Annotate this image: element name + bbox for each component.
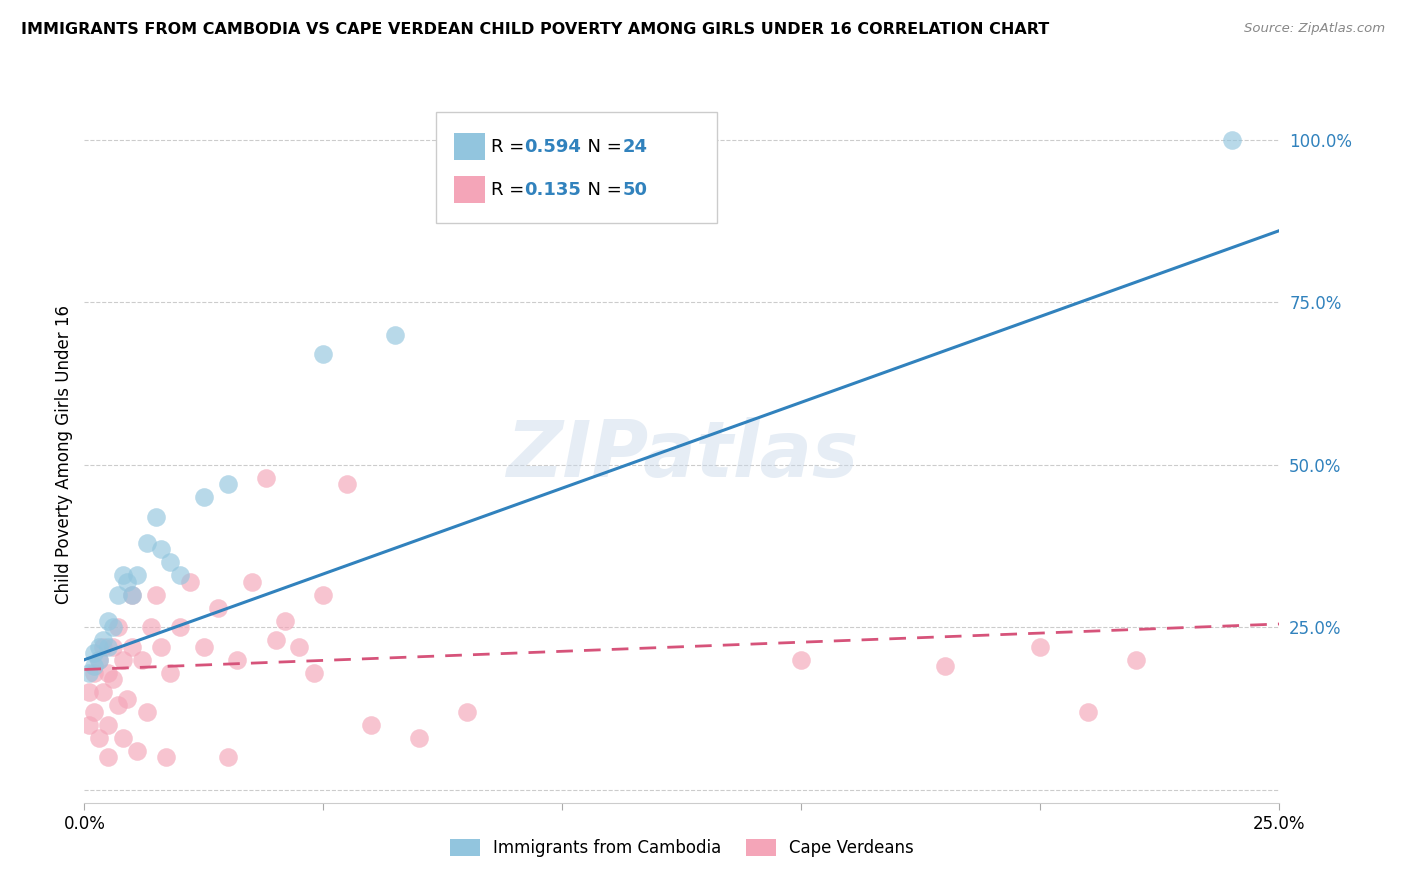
Point (240, 574, 263, 589)
Point (934, 659, 956, 673)
Point (77, 685, 100, 699)
Point (790, 653, 813, 667)
Point (83, 659, 105, 673)
Point (1029, 640, 1052, 654)
Point (125, 744, 148, 758)
Point (145, 588, 167, 602)
Point (288, 640, 311, 654)
Point (155, 750, 177, 764)
Point (149, 640, 172, 654)
Point (1077, 705, 1099, 719)
Point (159, 665, 181, 680)
Point (93, 633, 115, 648)
Point (111, 731, 134, 745)
Point (384, 327, 406, 342)
Text: 0.135: 0.135 (524, 181, 581, 199)
Point (97, 718, 120, 732)
Point (312, 588, 335, 602)
Point (226, 653, 249, 667)
Text: 0.594: 0.594 (524, 137, 581, 156)
Point (107, 698, 129, 713)
Point (87, 653, 110, 667)
Point (274, 614, 297, 628)
Legend: Immigrants from Cambodia, Cape Verdeans: Immigrants from Cambodia, Cape Verdeans (443, 832, 921, 864)
Point (97, 750, 120, 764)
Point (87, 653, 110, 667)
Point (97, 640, 120, 654)
Point (149, 542, 172, 557)
Point (117, 691, 139, 706)
Point (117, 574, 139, 589)
Text: R =: R = (491, 181, 530, 199)
Point (97, 614, 120, 628)
Text: 50: 50 (623, 181, 648, 199)
Point (264, 633, 287, 648)
Point (83, 705, 105, 719)
Point (97, 665, 120, 680)
Point (111, 653, 134, 667)
Text: R =: R = (491, 137, 530, 156)
Point (302, 665, 325, 680)
Point (217, 750, 239, 764)
Point (456, 705, 478, 719)
Point (141, 620, 163, 634)
Point (93, 685, 115, 699)
Text: Source: ZipAtlas.com: Source: ZipAtlas.com (1244, 22, 1385, 36)
Point (312, 347, 335, 361)
Point (145, 509, 167, 524)
Text: N =: N = (576, 137, 628, 156)
Point (131, 653, 153, 667)
Point (336, 477, 359, 491)
Point (121, 588, 143, 602)
Point (101, 620, 124, 634)
Point (121, 640, 143, 654)
Point (83, 646, 105, 660)
Text: ZIPatlas: ZIPatlas (506, 417, 858, 493)
Point (87, 640, 110, 654)
Point (77, 665, 100, 680)
Text: IMMIGRANTS FROM CAMBODIA VS CAPE VERDEAN CHILD POVERTY AMONG GIRLS UNDER 16 CORR: IMMIGRANTS FROM CAMBODIA VS CAPE VERDEAN… (21, 22, 1049, 37)
Point (408, 731, 430, 745)
Point (193, 490, 215, 504)
Point (125, 568, 148, 582)
Point (193, 640, 215, 654)
Point (93, 640, 115, 654)
Point (101, 672, 124, 686)
Point (360, 718, 382, 732)
Point (169, 620, 191, 634)
Point (159, 555, 181, 569)
Point (107, 588, 129, 602)
Text: 24: 24 (623, 137, 648, 156)
Point (169, 568, 191, 582)
Point (107, 620, 129, 634)
Text: N =: N = (576, 181, 628, 199)
Point (179, 574, 201, 589)
Point (1220, 132, 1243, 146)
Point (111, 568, 134, 582)
Y-axis label: Child Poverty Among Girls Under 16: Child Poverty Among Girls Under 16 (55, 305, 73, 605)
Point (135, 705, 157, 719)
Point (217, 477, 239, 491)
Point (77, 718, 100, 732)
Point (254, 471, 277, 485)
Point (1125, 653, 1147, 667)
Point (135, 535, 157, 549)
Point (83, 665, 105, 680)
Point (207, 600, 229, 615)
Point (121, 588, 143, 602)
Point (87, 731, 110, 745)
Point (101, 640, 124, 654)
